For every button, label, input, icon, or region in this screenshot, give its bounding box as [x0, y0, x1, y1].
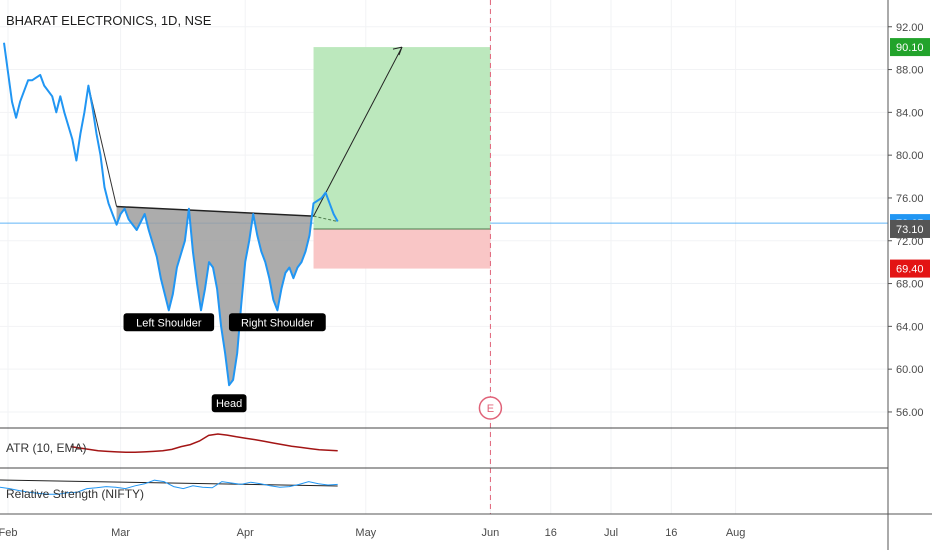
price-tag: 90.10: [890, 38, 930, 57]
price-tag-label: 69.40: [896, 264, 924, 276]
price-tag-label: 73.10: [896, 224, 924, 236]
dotted-line: [313, 215, 338, 222]
annotation-label: Right Shoulder: [228, 313, 326, 332]
position-tool[interactable]: [313, 47, 491, 269]
annotation-text: Left Shoulder: [136, 317, 202, 329]
annotation-label: Left Shoulder: [123, 313, 215, 332]
annotation-box: [228, 313, 326, 332]
pattern-fill: [116, 203, 314, 386]
y-tick-label: 88.00: [896, 65, 924, 77]
x-tick-label: 16: [665, 527, 677, 539]
price-tag-label: 90.10: [896, 42, 924, 54]
annotation-label: Head: [211, 394, 247, 413]
annotation-text: Head: [216, 398, 242, 410]
projection-arrow: [313, 46, 403, 217]
x-tick-label: Jun: [482, 527, 500, 539]
price-tag: 73.10: [890, 219, 930, 238]
x-tick-label: Aug: [726, 527, 746, 539]
rs-line: [0, 479, 338, 495]
rs-reference-line: [0, 479, 338, 487]
event-marker[interactable]: E: [478, 0, 503, 514]
price-tag-box: [890, 38, 930, 57]
y-tick-label: 64.00: [896, 321, 924, 333]
x-tick-label: Feb: [0, 527, 18, 539]
price-line: [3, 42, 339, 387]
chart-title: BHARAT ELECTRONICS, 1D, NSE: [6, 13, 212, 28]
price-tag-box: [890, 259, 930, 278]
annotation-box: [211, 394, 247, 413]
x-tick-label: 16: [545, 527, 557, 539]
y-tick-label: 76.00: [896, 193, 924, 205]
loss-zone: [313, 228, 491, 269]
profit-zone: [313, 47, 491, 229]
y-tick-label: 72.00: [896, 236, 924, 248]
x-tick-label: May: [355, 527, 376, 539]
y-tick-label: 56.00: [896, 407, 924, 419]
x-tick-label: Mar: [111, 527, 130, 539]
x-tick-label: Apr: [237, 527, 254, 539]
atr-label: ATR (10, EMA): [6, 441, 86, 455]
price-tag: 69.40: [890, 259, 930, 278]
y-tick-label: 84.00: [896, 107, 924, 119]
annotation-box: [123, 313, 215, 332]
annotation-text: Right Shoulder: [241, 317, 314, 329]
event-circle: [478, 396, 503, 420]
rs-label: Relative Strength (NIFTY): [6, 487, 144, 501]
pattern-annotations[interactable]: Left Shoulder Head Right Shoulder: [123, 313, 326, 413]
price-tag-box: [890, 219, 930, 238]
y-tick-label: 80.00: [896, 150, 924, 162]
event-text: E: [487, 403, 494, 415]
y-tick-label: 68.00: [896, 279, 924, 291]
x-tick-label: Jul: [604, 527, 618, 539]
indicator-panes: ATR (10, EMA) Relative Strength (NIFTY): [0, 427, 888, 501]
y-tick-label: 92.00: [896, 22, 924, 34]
arrow-head: [392, 46, 403, 56]
price-series: [3, 42, 339, 387]
y-tick-label: 60.00: [896, 364, 924, 376]
atr-line: [70, 433, 338, 453]
neckline: [116, 205, 314, 217]
